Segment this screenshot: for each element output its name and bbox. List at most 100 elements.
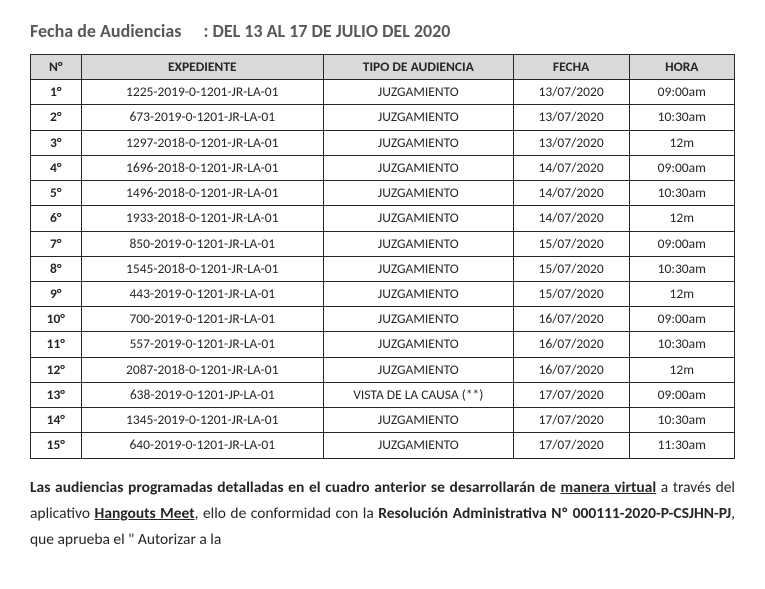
table-cell: 1545-2018-0-1201-JR-LA-01 (81, 256, 323, 281)
table-row: 3°1297-2018-0-1201-JR-LA-01JUZGAMIENTO13… (31, 130, 735, 155)
table-cell: 700-2019-0-1201-JR-LA-01 (81, 307, 323, 332)
table-cell: JUZGAMIENTO (323, 206, 513, 231)
table-cell: 1225-2019-0-1201-JR-LA-01 (81, 80, 323, 105)
table-cell: 17/07/2020 (513, 408, 629, 433)
table-cell: 1933-2018-0-1201-JR-LA-01 (81, 206, 323, 231)
table-cell: 12m (629, 206, 734, 231)
table-cell: 09:00am (629, 155, 734, 180)
table-cell: 4° (31, 155, 82, 180)
table-cell: 09:00am (629, 80, 734, 105)
table-cell: 10:30am (629, 408, 734, 433)
table-row: 8°1545-2018-0-1201-JR-LA-01JUZGAMIENTO15… (31, 256, 735, 281)
table-cell: 557-2019-0-1201-JR-LA-01 (81, 332, 323, 357)
table-cell: JUZGAMIENTO (323, 408, 513, 433)
text-resolucion: Resolución Administrativa Nº 000111-2020… (378, 504, 731, 523)
table-cell: 640-2019-0-1201-JR-LA-01 (81, 433, 323, 458)
table-row: 2°673-2019-0-1201-JR-LA-01JUZGAMIENTO13/… (31, 105, 735, 130)
table-cell: 2087-2018-0-1201-JR-LA-01 (81, 357, 323, 382)
table-cell: 12m (629, 357, 734, 382)
table-cell: 12° (31, 357, 82, 382)
table-cell: 2° (31, 105, 82, 130)
table-cell: 13/07/2020 (513, 130, 629, 155)
table-row: 12°2087-2018-0-1201-JR-LA-01JUZGAMIENTO1… (31, 357, 735, 382)
table-row: 6°1933-2018-0-1201-JR-LA-01JUZGAMIENTO14… (31, 206, 735, 231)
table-cell: JUZGAMIENTO (323, 281, 513, 306)
table-cell: JUZGAMIENTO (323, 80, 513, 105)
table-cell: 10:30am (629, 256, 734, 281)
table-cell: 13/07/2020 (513, 105, 629, 130)
table-cell: JUZGAMIENTO (323, 357, 513, 382)
table-cell: 638-2019-0-1201-JP-LA-01 (81, 382, 323, 407)
table-cell: 11° (31, 332, 82, 357)
table-cell: JUZGAMIENTO (323, 130, 513, 155)
table-cell: 13/07/2020 (513, 80, 629, 105)
table-cell: 9° (31, 281, 82, 306)
table-cell: 10:30am (629, 332, 734, 357)
table-cell: 7° (31, 231, 82, 256)
table-cell: 15/07/2020 (513, 231, 629, 256)
col-header-hora: HORA (629, 55, 734, 80)
table-row: 7°850-2019-0-1201-JR-LA-01JUZGAMIENTO15/… (31, 231, 735, 256)
table-row: 15°640-2019-0-1201-JR-LA-01JUZGAMIENTO17… (31, 433, 735, 458)
hearings-table: N° EXPEDIENTE TIPO DE AUDIENCIA FECHA HO… (30, 54, 735, 459)
table-row: 5°1496-2018-0-1201-JR-LA-01JUZGAMIENTO14… (31, 181, 735, 206)
table-row: 9°443-2019-0-1201-JR-LA-01JUZGAMIENTO15/… (31, 281, 735, 306)
col-header-n: N° (31, 55, 82, 80)
table-cell: 10° (31, 307, 82, 332)
table-cell: 17/07/2020 (513, 433, 629, 458)
table-cell: 850-2019-0-1201-JR-LA-01 (81, 231, 323, 256)
table-cell: 11:30am (629, 433, 734, 458)
header-label: Fecha de Audiencias (30, 20, 181, 42)
table-cell: JUZGAMIENTO (323, 256, 513, 281)
table-cell: 1496-2018-0-1201-JR-LA-01 (81, 181, 323, 206)
table-cell: 16/07/2020 (513, 357, 629, 382)
text-hangouts-meet: Hangouts Meet (95, 504, 195, 523)
table-cell: 12m (629, 130, 734, 155)
table-cell: JUZGAMIENTO (323, 155, 513, 180)
col-header-fecha: FECHA (513, 55, 629, 80)
table-cell: 17/07/2020 (513, 382, 629, 407)
header-value: : DEL 13 AL 17 DE JULIO DEL 2020 (203, 20, 450, 42)
table-cell: 16/07/2020 (513, 307, 629, 332)
table-cell: 443-2019-0-1201-JR-LA-01 (81, 281, 323, 306)
table-cell: 14° (31, 408, 82, 433)
col-header-expediente: EXPEDIENTE (81, 55, 323, 80)
table-cell: 673-2019-0-1201-JR-LA-01 (81, 105, 323, 130)
table-row: 4°1696-2018-0-1201-JR-LA-01JUZGAMIENTO14… (31, 155, 735, 180)
col-header-tipo: TIPO DE AUDIENCIA (323, 55, 513, 80)
table-cell: JUZGAMIENTO (323, 433, 513, 458)
table-cell: 1696-2018-0-1201-JR-LA-01 (81, 155, 323, 180)
table-cell: VISTA DE LA CAUSA (**) (323, 382, 513, 407)
table-cell: JUZGAMIENTO (323, 231, 513, 256)
table-cell: 5° (31, 181, 82, 206)
text-manera-virtual: manera virtual (560, 478, 656, 497)
table-cell: 15/07/2020 (513, 256, 629, 281)
table-cell: 16/07/2020 (513, 332, 629, 357)
table-cell: 1345-2019-0-1201-JR-LA-01 (81, 408, 323, 433)
table-row: 11°557-2019-0-1201-JR-LA-01JUZGAMIENTO16… (31, 332, 735, 357)
table-cell: 14/07/2020 (513, 206, 629, 231)
table-cell: 3° (31, 130, 82, 155)
table-cell: 09:00am (629, 382, 734, 407)
table-row: 14°1345-2019-0-1201-JR-LA-01JUZGAMIENTO1… (31, 408, 735, 433)
header-line: Fecha de Audiencias : DEL 13 AL 17 DE JU… (30, 20, 735, 42)
table-header-row: N° EXPEDIENTE TIPO DE AUDIENCIA FECHA HO… (31, 55, 735, 80)
table-cell: JUZGAMIENTO (323, 181, 513, 206)
table-cell: 1297-2018-0-1201-JR-LA-01 (81, 130, 323, 155)
table-cell: JUZGAMIENTO (323, 105, 513, 130)
table-row: 1°1225-2019-0-1201-JR-LA-01JUZGAMIENTO13… (31, 80, 735, 105)
table-row: 13°638-2019-0-1201-JP-LA-01VISTA DE LA C… (31, 382, 735, 407)
table-cell: 1° (31, 80, 82, 105)
table-row: 10°700-2019-0-1201-JR-LA-01JUZGAMIENTO16… (31, 307, 735, 332)
table-cell: 15/07/2020 (513, 281, 629, 306)
table-cell: 09:00am (629, 231, 734, 256)
table-cell: 14/07/2020 (513, 181, 629, 206)
table-cell: JUZGAMIENTO (323, 307, 513, 332)
table-cell: 12m (629, 281, 734, 306)
table-cell: JUZGAMIENTO (323, 332, 513, 357)
table-cell: 10:30am (629, 181, 734, 206)
table-cell: 6° (31, 206, 82, 231)
table-cell: 13° (31, 382, 82, 407)
text-seg5: , ello de conformidad con la (195, 504, 379, 523)
body-paragraph: Las audiencias programadas detalladas en… (30, 475, 735, 554)
